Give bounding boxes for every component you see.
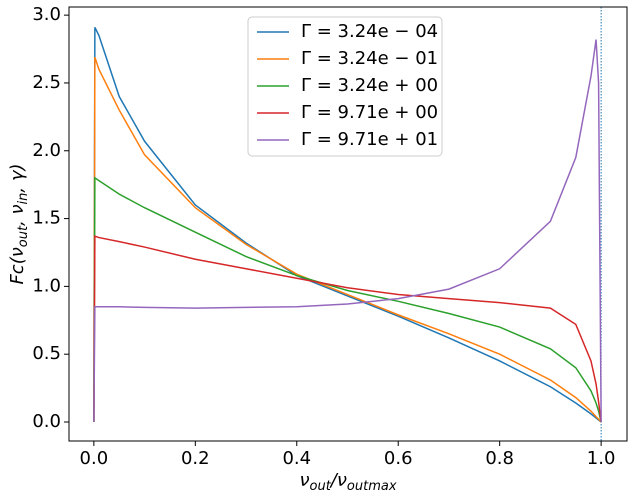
legend-label: Γ = 9.71e + 00 — [301, 102, 438, 123]
data-line — [93, 27, 602, 423]
y-tick-label: 0.0 — [32, 411, 61, 432]
data-line — [93, 235, 602, 423]
legend-label: Γ = 9.71e + 01 — [301, 129, 438, 150]
x-tick-label: 0.0 — [80, 448, 109, 469]
x-tick-label: 0.8 — [485, 448, 514, 469]
x-tick-label: 0.4 — [282, 448, 311, 469]
x-axis-label: νout/νoutmax — [299, 470, 396, 494]
y-tick-label: 3.0 — [32, 4, 61, 25]
y-tick-label: 1.0 — [32, 275, 61, 296]
x-tick-label: 0.2 — [181, 448, 210, 469]
plot-frame — [68, 6, 628, 442]
x-axis-label-subscript: out — [310, 479, 332, 494]
y-tick-label: 2.5 — [32, 72, 61, 93]
y-tick-label: 0.5 — [32, 343, 61, 364]
x-axis-label-subscript: outmax — [347, 479, 397, 494]
y-axis-label-part: Fc(ν — [7, 247, 28, 284]
y-axis-label: Fc(νout, νin, γ) — [7, 163, 31, 284]
x-axis-label-part: ν — [299, 470, 309, 491]
y-axis-label-part: , γ) — [7, 163, 28, 192]
x-tick-label: 1.0 — [587, 448, 616, 469]
x-tick-label: 0.6 — [384, 448, 413, 469]
legend-box — [247, 16, 443, 157]
y-tick-label: 1.5 — [32, 208, 61, 229]
data-line — [93, 176, 602, 423]
data-line — [93, 39, 602, 423]
x-axis-label-part: /ν — [329, 470, 347, 491]
y-tick-label: 2.0 — [32, 140, 61, 161]
y-axis-label-subscript: out — [16, 225, 31, 247]
data-line — [93, 56, 602, 423]
legend-label: Γ = 3.24e + 00 — [301, 75, 438, 96]
y-axis-label-part: , ν — [7, 204, 28, 226]
legend-label: Γ = 3.24e − 04 — [301, 21, 438, 42]
y-axis-label-subscript: in — [16, 193, 31, 205]
legend-label: Γ = 3.24e − 01 — [301, 48, 438, 69]
